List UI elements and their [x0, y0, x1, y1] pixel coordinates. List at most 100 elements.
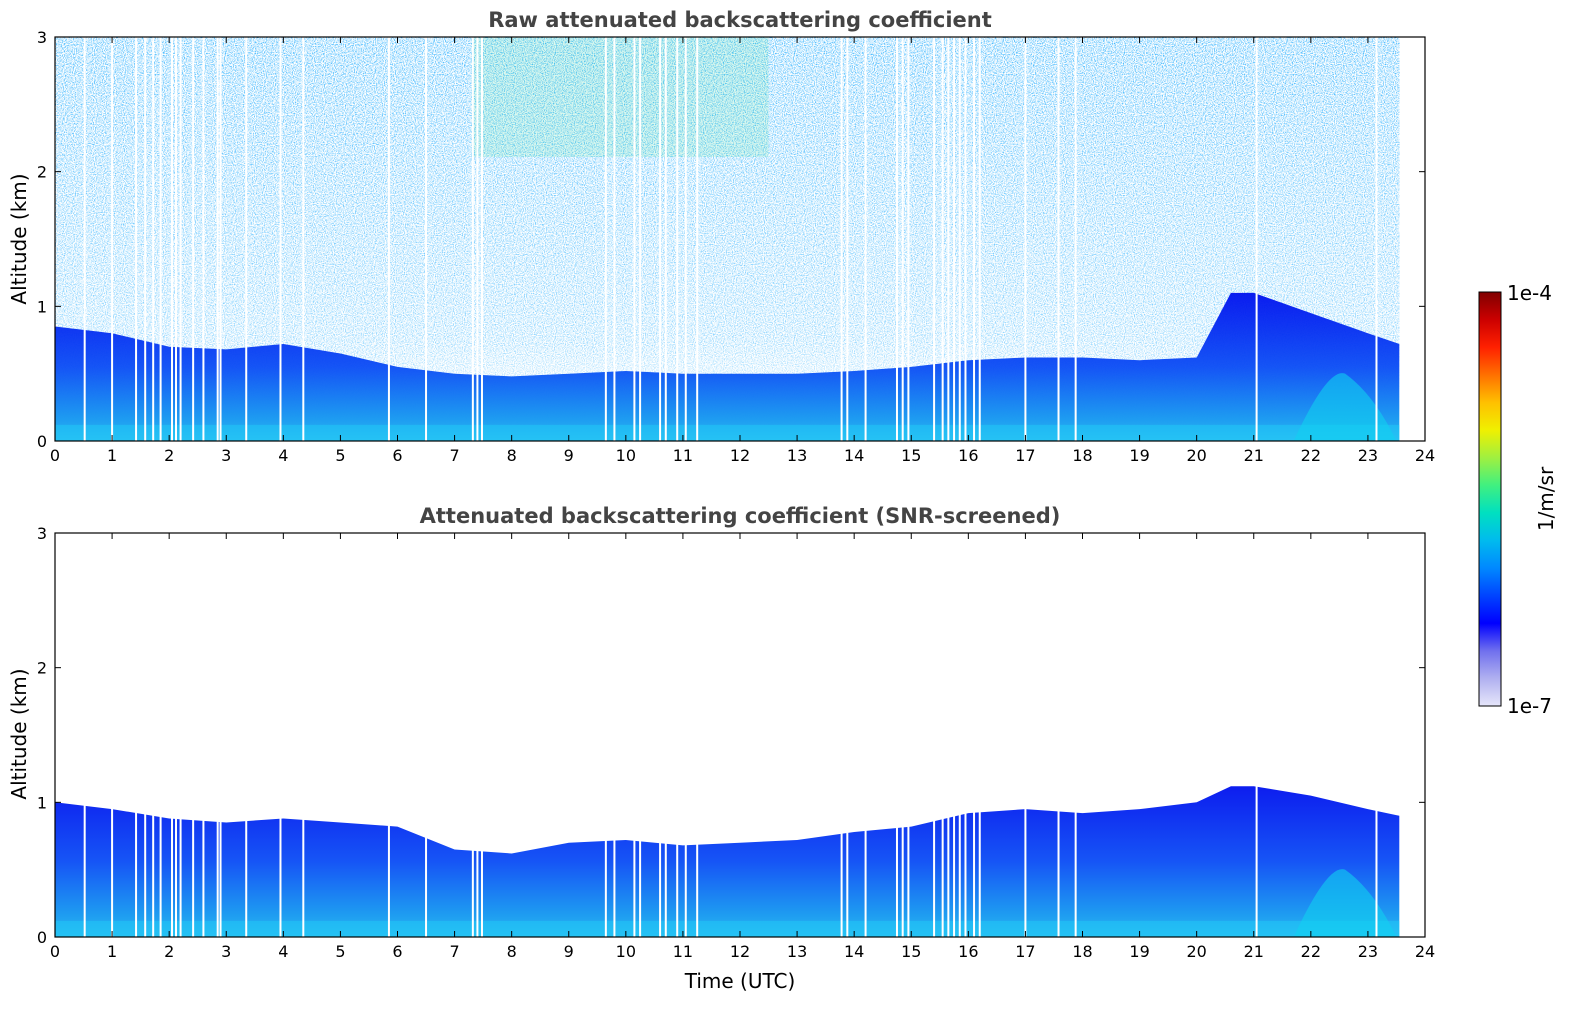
x-axis-label: Time (UTC) — [684, 969, 796, 993]
x-tick-label: 0 — [50, 446, 60, 465]
x-tick-label: 23 — [1358, 942, 1378, 961]
data-gap — [964, 533, 967, 937]
x-tick-label: 17 — [1015, 942, 1035, 961]
raw-backscatter-panel: Raw attenuated backscattering coefficien… — [7, 8, 1435, 465]
data-gap — [696, 37, 699, 441]
data-gap — [159, 37, 162, 441]
data-gap — [978, 37, 981, 441]
surface-layer — [55, 424, 1400, 441]
data-gap — [895, 533, 898, 937]
data-gap — [279, 37, 282, 441]
data-gap — [604, 533, 607, 937]
data-gap — [476, 533, 479, 937]
data-gap — [613, 37, 616, 441]
x-tick-label: 3 — [221, 446, 231, 465]
x-tick-label: 18 — [1072, 942, 1092, 961]
data-gap — [659, 37, 662, 441]
x-tick-label: 5 — [335, 942, 345, 961]
data-gap — [964, 37, 967, 441]
data-gap — [425, 533, 428, 937]
x-tick-label: 10 — [616, 446, 636, 465]
data-gap — [684, 37, 687, 441]
high-noise-region — [471, 37, 769, 157]
data-gap — [664, 37, 667, 441]
data-gap — [933, 533, 936, 937]
data-gap — [144, 37, 147, 441]
x-tick-label: 9 — [564, 942, 574, 961]
data-gap — [941, 37, 944, 441]
x-tick-label: 16 — [958, 446, 978, 465]
data-gap — [958, 37, 961, 441]
colorbar-min-label: 1e-7 — [1507, 694, 1552, 718]
data-gap — [219, 37, 222, 441]
x-tick-label: 6 — [392, 942, 402, 961]
x-tick-label: 20 — [1186, 446, 1206, 465]
y-tick-label: 3 — [37, 28, 47, 47]
data-gap — [947, 533, 950, 937]
data-gap — [613, 533, 616, 937]
data-gap — [901, 37, 904, 441]
data-gap — [978, 533, 981, 937]
data-gap — [1057, 37, 1060, 441]
data-gap — [159, 533, 162, 937]
data-gap — [144, 533, 147, 937]
x-tick-label: 15 — [901, 942, 921, 961]
data-gap — [135, 533, 138, 937]
x-tick-label: 3 — [221, 942, 231, 961]
data-gap — [639, 533, 642, 937]
x-tick-label: 2 — [164, 942, 174, 961]
mixed-layer-plume — [1293, 869, 1397, 937]
x-tick-label: 20 — [1186, 942, 1206, 961]
data-gap — [175, 533, 178, 937]
data-gap — [1375, 533, 1378, 937]
data-gap — [684, 533, 687, 937]
data-gap — [895, 37, 898, 441]
mixed-layer-plume — [1293, 373, 1397, 441]
x-tick-label: 12 — [730, 446, 750, 465]
data-gap — [958, 533, 961, 937]
data-gap — [973, 533, 976, 937]
y-tick-label: 0 — [37, 928, 47, 947]
data-gap — [1057, 533, 1060, 937]
x-tick-label: 4 — [278, 446, 288, 465]
data-gap — [83, 533, 86, 937]
panel-title: Attenuated backscattering coefficient (S… — [420, 504, 1061, 528]
data-gap — [302, 533, 305, 937]
x-tick-label: 24 — [1415, 446, 1435, 465]
data-gap — [659, 533, 662, 937]
data-gap — [1024, 37, 1027, 441]
data-gap — [480, 533, 483, 937]
data-gap — [633, 533, 636, 937]
data-gap — [1375, 37, 1378, 441]
data-gap — [973, 37, 976, 441]
x-tick-label: 4 — [278, 942, 288, 961]
colorbar-unit-label: 1/m/sr — [1534, 466, 1558, 531]
x-tick-label: 0 — [50, 942, 60, 961]
data-gap — [216, 37, 219, 441]
data-gap — [604, 37, 607, 441]
data-gap — [152, 533, 155, 937]
data-gap — [202, 533, 205, 937]
data-gap — [471, 37, 474, 441]
x-tick-label: 1 — [107, 446, 117, 465]
data-gap — [633, 37, 636, 441]
data-gap — [179, 533, 182, 937]
data-gap — [216, 533, 219, 937]
data-gap — [953, 37, 956, 441]
colorbar: 1e-4 1e-7 1/m/sr — [1478, 281, 1558, 718]
y-tick-label: 0 — [37, 432, 47, 451]
data-gap — [175, 37, 178, 441]
y-tick-label: 1 — [37, 297, 47, 316]
data-gap — [846, 37, 849, 441]
data-gap — [302, 37, 305, 441]
x-tick-label: 11 — [673, 446, 693, 465]
data-gap — [1024, 533, 1027, 937]
axes: 0 1 2 3 4 5 6 7 8 9 10 11 12 13 14 15 16 17 18 19 20 21 22 23 24… — [37, 524, 1435, 961]
x-tick-label: 15 — [901, 446, 921, 465]
data-gap — [245, 37, 248, 441]
x-tick-label: 17 — [1015, 446, 1035, 465]
data-gap — [864, 37, 867, 441]
x-tick-label: 7 — [449, 942, 459, 961]
x-tick-label: 5 — [335, 446, 345, 465]
